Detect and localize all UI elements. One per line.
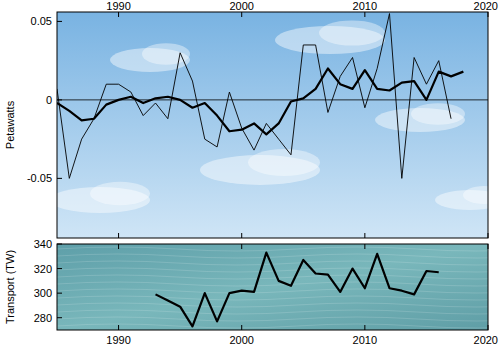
- x-tick: [241, 233, 242, 238]
- y-tick-label: -0.05: [27, 172, 52, 184]
- x-tick: [241, 325, 242, 330]
- background-texture: [57, 247, 488, 328]
- cloud: [463, 186, 488, 204]
- x-tick-label: 2010: [353, 0, 377, 12]
- chart: -0.05 0 0.05 1990 2000 2010 2020 Petawatts 280 30…: [0, 0, 500, 353]
- y-tick-label: 320: [34, 263, 52, 275]
- series-group: [57, 14, 463, 179]
- x-tick-label: 2010: [353, 334, 377, 346]
- wave: [57, 296, 488, 300]
- y-tick: [57, 268, 62, 269]
- x-tick: [364, 12, 365, 17]
- y-tick-label: 280: [34, 312, 52, 324]
- plot-frame: [57, 244, 488, 330]
- y-tick: [57, 317, 62, 318]
- wave: [57, 247, 488, 251]
- series-line: [57, 14, 451, 179]
- wave: [57, 317, 488, 321]
- plot-frame: [57, 12, 488, 238]
- x-tick: [118, 325, 119, 330]
- x-tick: [364, 325, 365, 330]
- y-tick-label: 340: [34, 238, 52, 250]
- wave: [57, 303, 488, 307]
- plot-background: [57, 12, 488, 238]
- x-tick: [118, 233, 119, 238]
- cloud: [248, 149, 320, 176]
- y-tick: [57, 21, 62, 22]
- y-tick-label: 300: [34, 287, 52, 299]
- x-tick: [364, 244, 365, 249]
- series-line: [57, 69, 463, 135]
- x-tick-label: 2020: [474, 0, 498, 12]
- wave: [57, 282, 488, 286]
- series-group: [156, 253, 439, 327]
- wave: [57, 324, 488, 328]
- wave: [57, 289, 488, 293]
- y-axis-label: Petawatts: [4, 100, 16, 149]
- wave: [57, 254, 488, 258]
- x-tick-label: 1990: [106, 0, 130, 12]
- x-tick-label: 2000: [229, 334, 253, 346]
- x-tick: [241, 244, 242, 249]
- x-tick-label: 2000: [229, 0, 253, 12]
- x-tick-label: 2020: [474, 334, 498, 346]
- background-texture: [57, 20, 488, 213]
- y-tick-label: 0: [46, 94, 52, 106]
- y-tick-label: 0.05: [31, 15, 52, 27]
- cloud: [319, 20, 385, 45]
- cloud: [142, 43, 190, 65]
- y-tick: [57, 293, 62, 294]
- x-tick: [241, 12, 242, 17]
- y-axis-label: Transport (TW): [4, 250, 16, 324]
- wave: [57, 310, 488, 314]
- x-tick-label: 1990: [106, 334, 130, 346]
- cloud: [411, 103, 465, 125]
- x-tick: [364, 233, 365, 238]
- series-line: [156, 253, 439, 327]
- y-tick: [57, 178, 62, 179]
- cloud: [90, 182, 150, 205]
- x-tick: [118, 244, 119, 249]
- x-tick: [118, 12, 119, 17]
- y-tick: [57, 99, 62, 100]
